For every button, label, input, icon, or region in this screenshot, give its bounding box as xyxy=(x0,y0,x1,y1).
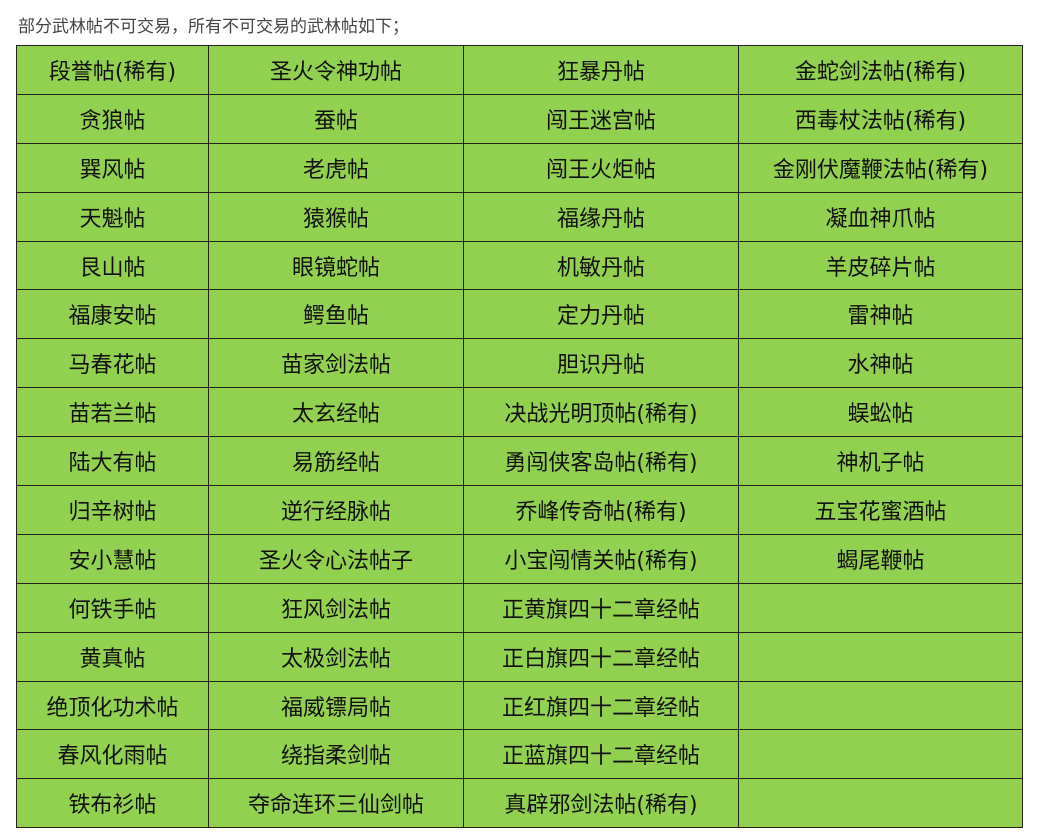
table-cell: 巽风帖 xyxy=(16,142,209,193)
table-cell: 段誉帖(稀有) xyxy=(16,45,209,95)
table-row: 巽风帖 老虎帖 闯王火炬帖 金刚伏魔鞭法帖(稀有) xyxy=(16,142,1023,193)
table-cell: 小宝闯情关帖(稀有) xyxy=(463,533,739,584)
table-row: 黄真帖 太极剑法帖 正白旗四十二章经帖 xyxy=(16,631,1023,682)
table-cell: 蝎尾鞭帖 xyxy=(738,533,1023,584)
table-cell: 五宝花蜜酒帖 xyxy=(738,485,1023,535)
table-cell: 福康安帖 xyxy=(16,289,209,340)
table-cell: 定力丹帖 xyxy=(463,289,739,340)
table-cell: 正蓝旗四十二章经帖 xyxy=(463,729,739,780)
table-row: 安小慧帖 圣火令心法帖子 小宝闯情关帖(稀有) 蝎尾鞭帖 xyxy=(16,533,1023,584)
table-cell: 夺命连环三仙剑帖 xyxy=(208,778,464,829)
table-row: 贪狼帖 蚕帖 闯王迷宫帖 西毒杖法帖(稀有) xyxy=(16,93,1023,144)
table-cell: 苗家剑法帖 xyxy=(208,338,464,389)
table-cell: 绝顶化功术帖 xyxy=(16,680,209,731)
table-cell xyxy=(738,680,1023,731)
intro-text: 部分武林帖不可交易，所有不可交易的武林帖如下； xyxy=(18,17,409,37)
table-cell: 鳄鱼帖 xyxy=(208,289,464,340)
table-cell: 羊皮碎片帖 xyxy=(738,240,1023,291)
table-cell: 水神帖 xyxy=(738,338,1023,389)
table-cell: 马春花帖 xyxy=(16,338,209,389)
table-cell: 天魁帖 xyxy=(16,191,209,242)
table-cell: 凝血神爪帖 xyxy=(738,191,1023,242)
table-cell: 何铁手帖 xyxy=(16,582,209,633)
table-cell: 狂暴丹帖 xyxy=(463,45,739,95)
table-cell: 圣火令心法帖子 xyxy=(208,533,464,584)
table-cell xyxy=(738,778,1023,829)
table-cell: 福威镖局帖 xyxy=(208,680,464,731)
table-cell: 太极剑法帖 xyxy=(208,631,464,682)
table-cell: 正红旗四十二章经帖 xyxy=(463,680,739,731)
table-cell: 陆大有帖 xyxy=(16,436,209,487)
table-cell: 机敏丹帖 xyxy=(463,240,739,291)
table-row: 绝顶化功术帖 福威镖局帖 正红旗四十二章经帖 xyxy=(16,680,1023,731)
table-cell: 决战光明顶帖(稀有) xyxy=(463,387,739,438)
table-cell: 艮山帖 xyxy=(16,240,209,291)
table-row: 归辛树帖 逆行经脉帖 乔峰传奇帖(稀有) 五宝花蜜酒帖 xyxy=(16,485,1023,535)
table-cell: 正白旗四十二章经帖 xyxy=(463,631,739,682)
table-row: 马春花帖 苗家剑法帖 胆识丹帖 水神帖 xyxy=(16,338,1023,389)
untradeable-posts-table: 段誉帖(稀有) 圣火令神功帖 狂暴丹帖 金蛇剑法帖(稀有) 贪狼帖 蚕帖 闯王迷宫帖 西毒杖法… xyxy=(16,45,1023,829)
table-cell: 蜈蚣帖 xyxy=(738,387,1023,438)
table-cell: 福缘丹帖 xyxy=(463,191,739,242)
table-cell: 勇闯侠客岛帖(稀有) xyxy=(463,436,739,487)
table-cell: 西毒杖法帖(稀有) xyxy=(738,93,1023,144)
table-cell: 太玄经帖 xyxy=(208,387,464,438)
table-cell: 苗若兰帖 xyxy=(16,387,209,438)
table-row: 陆大有帖 易筋经帖 勇闯侠客岛帖(稀有) 神机子帖 xyxy=(16,436,1023,487)
table-cell: 闯王火炬帖 xyxy=(463,142,739,193)
table-cell xyxy=(738,729,1023,780)
table-cell: 雷神帖 xyxy=(738,289,1023,340)
table-cell: 猿猴帖 xyxy=(208,191,464,242)
table-cell: 圣火令神功帖 xyxy=(208,45,464,95)
table-cell: 逆行经脉帖 xyxy=(208,485,464,535)
table-cell: 易筋经帖 xyxy=(208,436,464,487)
table-row: 天魁帖 猿猴帖 福缘丹帖 凝血神爪帖 xyxy=(16,191,1023,242)
table-row: 春风化雨帖 绕指柔剑帖 正蓝旗四十二章经帖 xyxy=(16,729,1023,780)
table-cell: 胆识丹帖 xyxy=(463,338,739,389)
table-cell: 老虎帖 xyxy=(208,142,464,193)
table-row: 艮山帖 眼镜蛇帖 机敏丹帖 羊皮碎片帖 xyxy=(16,240,1023,291)
table-cell: 乔峰传奇帖(稀有) xyxy=(463,485,739,535)
table-cell: 铁布衫帖 xyxy=(16,778,209,829)
table-cell xyxy=(738,631,1023,682)
table-cell: 眼镜蛇帖 xyxy=(208,240,464,291)
table-row: 段誉帖(稀有) 圣火令神功帖 狂暴丹帖 金蛇剑法帖(稀有) xyxy=(16,45,1023,95)
table-cell: 金刚伏魔鞭法帖(稀有) xyxy=(738,142,1023,193)
table-cell xyxy=(738,582,1023,633)
table-cell: 神机子帖 xyxy=(738,436,1023,487)
table-cell: 绕指柔剑帖 xyxy=(208,729,464,780)
table-cell: 归辛树帖 xyxy=(16,485,209,535)
table-cell: 正黄旗四十二章经帖 xyxy=(463,582,739,633)
table-row: 铁布衫帖 夺命连环三仙剑帖 真辟邪剑法帖(稀有) xyxy=(16,778,1023,829)
table-cell: 安小慧帖 xyxy=(16,533,209,584)
table-cell: 黄真帖 xyxy=(16,631,209,682)
table-cell: 蚕帖 xyxy=(208,93,464,144)
table-row: 苗若兰帖 太玄经帖 决战光明顶帖(稀有) 蜈蚣帖 xyxy=(16,387,1023,438)
table-row: 福康安帖 鳄鱼帖 定力丹帖 雷神帖 xyxy=(16,289,1023,340)
table-cell: 闯王迷宫帖 xyxy=(463,93,739,144)
table-cell: 春风化雨帖 xyxy=(16,729,209,780)
table-cell: 贪狼帖 xyxy=(16,93,209,144)
table-cell: 狂风剑法帖 xyxy=(208,582,464,633)
table-row: 何铁手帖 狂风剑法帖 正黄旗四十二章经帖 xyxy=(16,582,1023,633)
table-cell: 金蛇剑法帖(稀有) xyxy=(738,45,1023,95)
table-cell: 真辟邪剑法帖(稀有) xyxy=(463,778,739,829)
